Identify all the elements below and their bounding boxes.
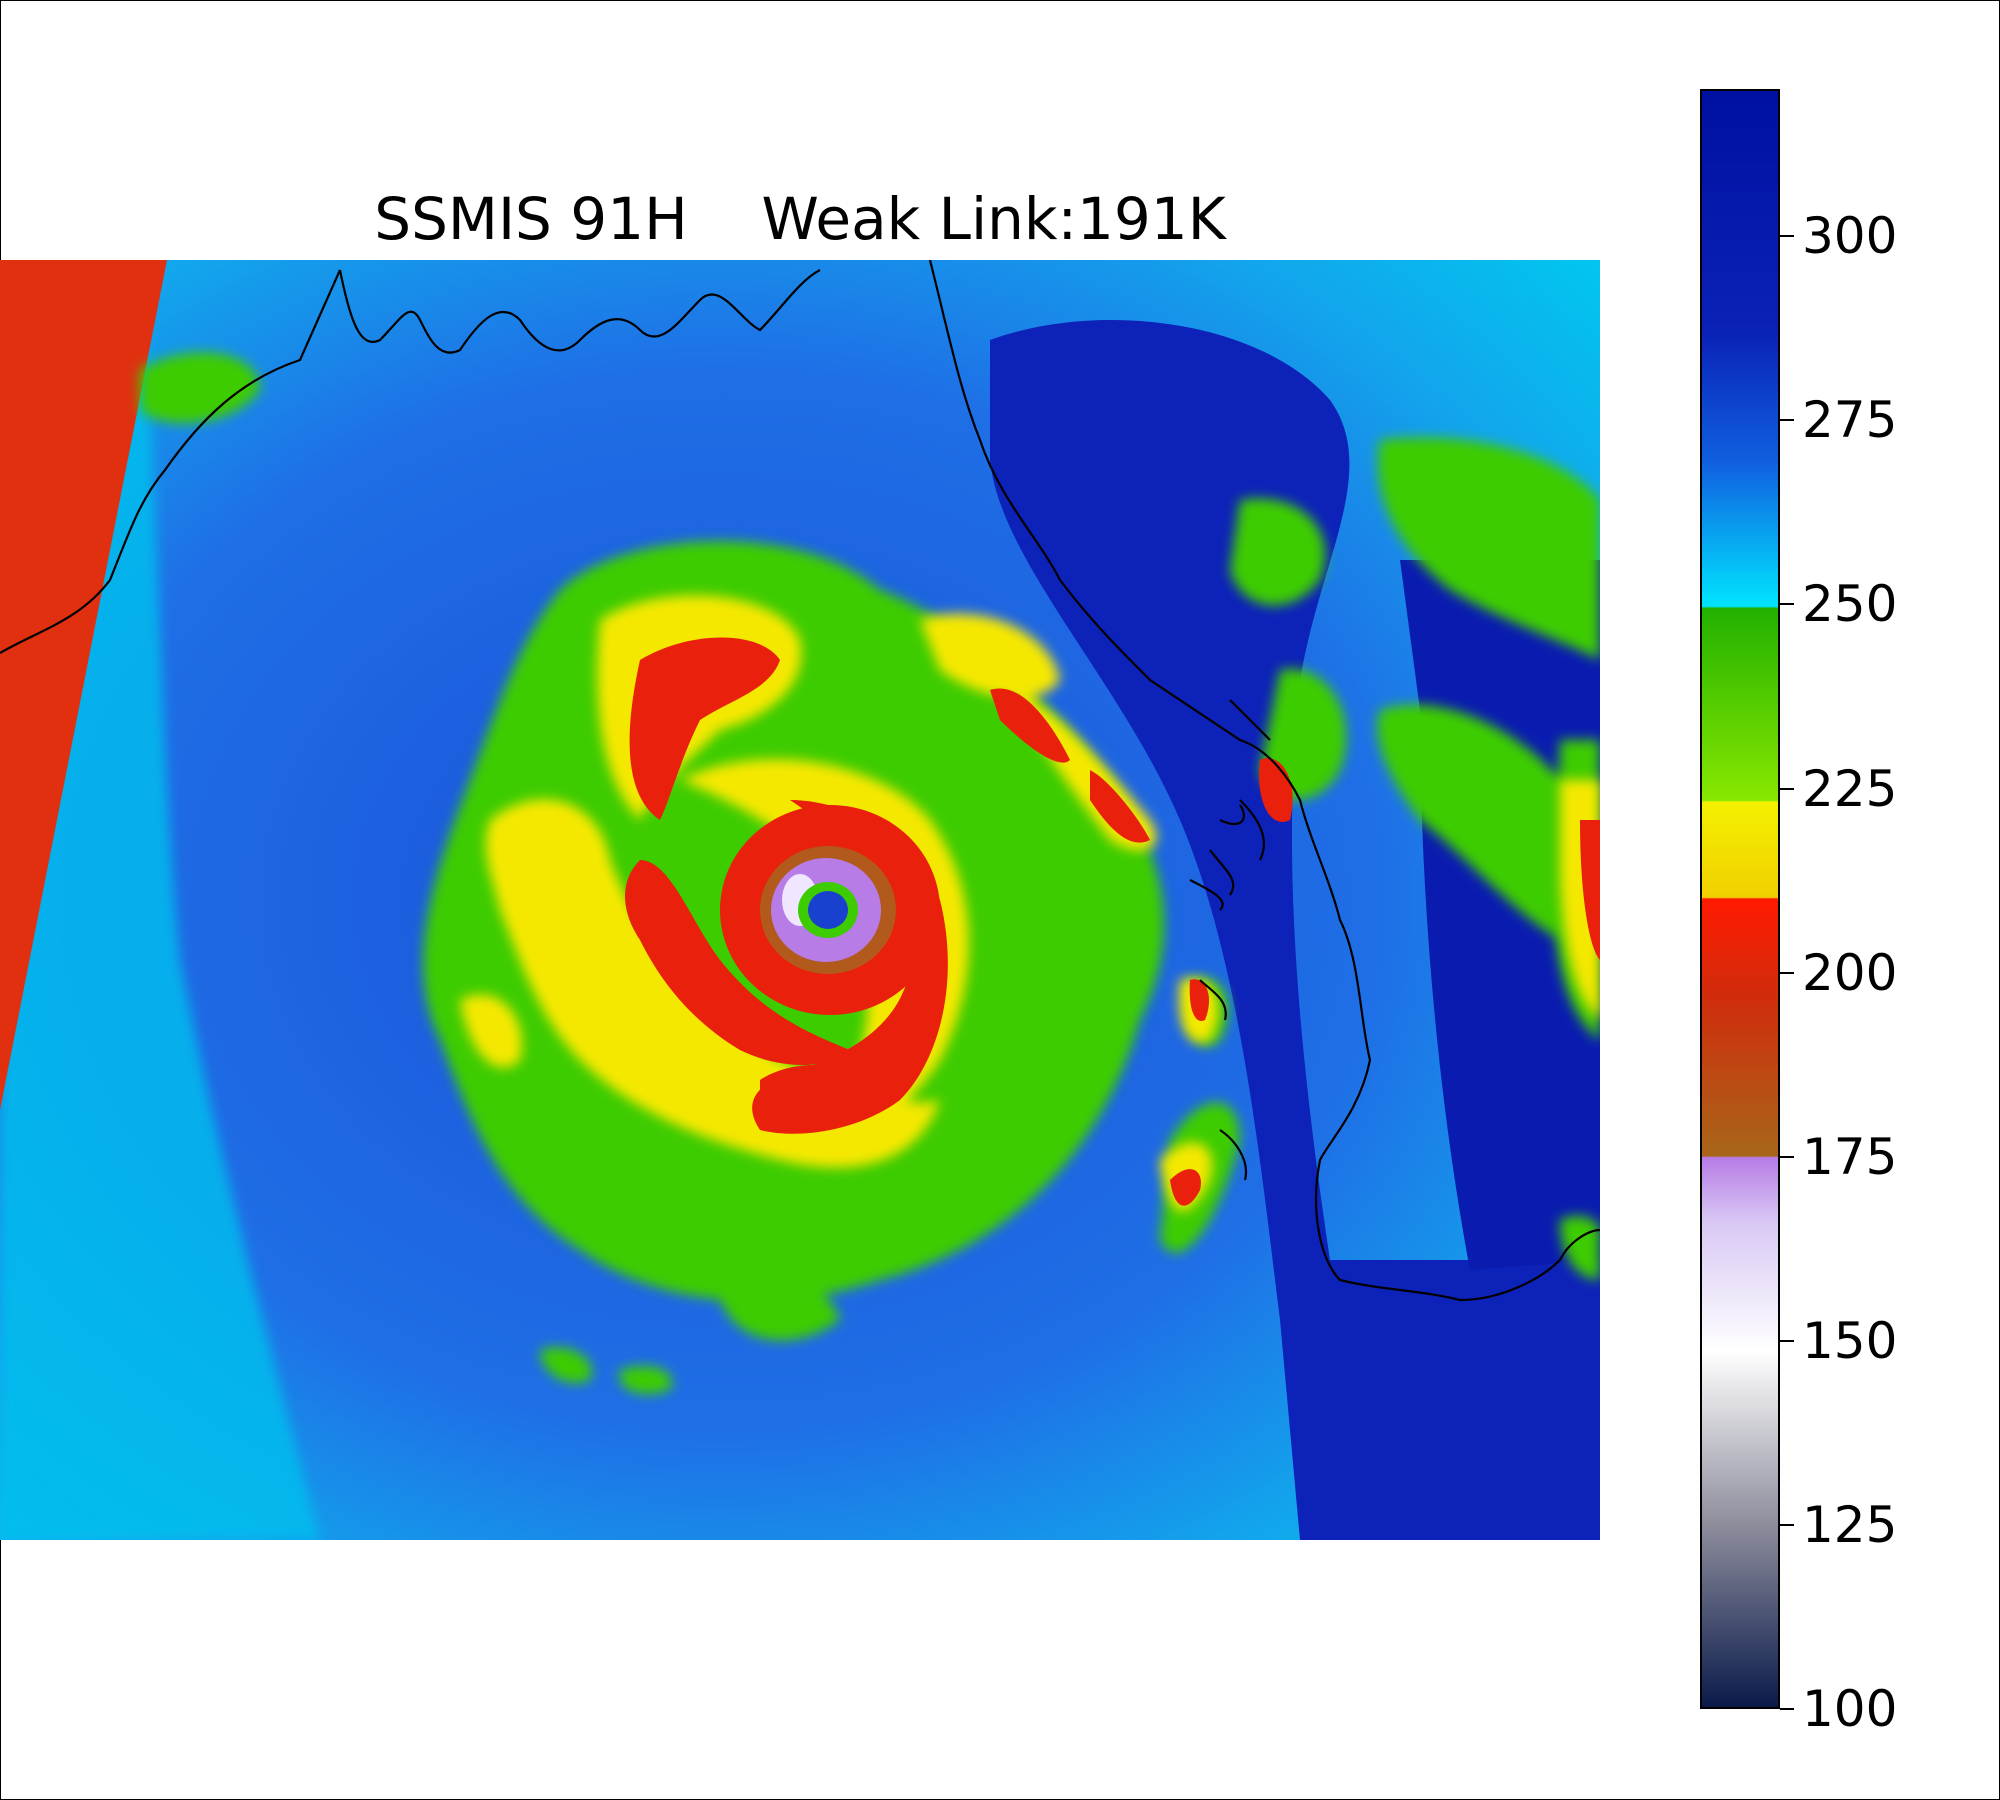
swath-gap <box>0 260 167 1110</box>
figure-title: SSMIS 91H Weak Link:191K <box>0 185 1600 253</box>
colorbar-tick-mark <box>1780 235 1794 238</box>
colorbar-tick-label: 125 <box>1802 1495 1898 1554</box>
colorbar-tick-label: 275 <box>1802 391 1898 450</box>
colorbar-tick-mark <box>1780 603 1794 606</box>
title-weak-link: Weak Link:191K <box>761 185 1226 253</box>
colorbar-tick-label: 150 <box>1802 1311 1898 1370</box>
colorbar-tick-mark <box>1780 971 1794 974</box>
colorbar-tick-label: 200 <box>1802 943 1898 1002</box>
eyewall <box>720 805 940 1015</box>
colorbar-gradient <box>1702 91 1778 1707</box>
colorbar-tick-mark <box>1780 1339 1794 1342</box>
brightness-temperature-map <box>0 260 1600 1540</box>
colorbar-tick-mark <box>1780 1155 1794 1158</box>
colorbar-tick-label: 175 <box>1802 1127 1898 1186</box>
coastlines <box>0 260 1600 1302</box>
colorbar-tick-mark <box>1780 1523 1794 1526</box>
land-region-northeast <box>990 320 1600 1540</box>
colorbar-tick-label: 250 <box>1802 575 1898 634</box>
colorbar-tick-label: 225 <box>1802 759 1898 818</box>
colorbar-tick-mark <box>1780 1708 1794 1710</box>
colorbar-tick-mark <box>1780 787 1794 790</box>
colorbar-tick-label: 300 <box>1802 207 1898 266</box>
colorbar-tick-label: 100 <box>1802 1680 1898 1738</box>
title-sensor: SSMIS 91H <box>374 185 688 253</box>
colorbar <box>1700 89 1780 1709</box>
colorbar-tick-mark <box>1780 419 1794 422</box>
